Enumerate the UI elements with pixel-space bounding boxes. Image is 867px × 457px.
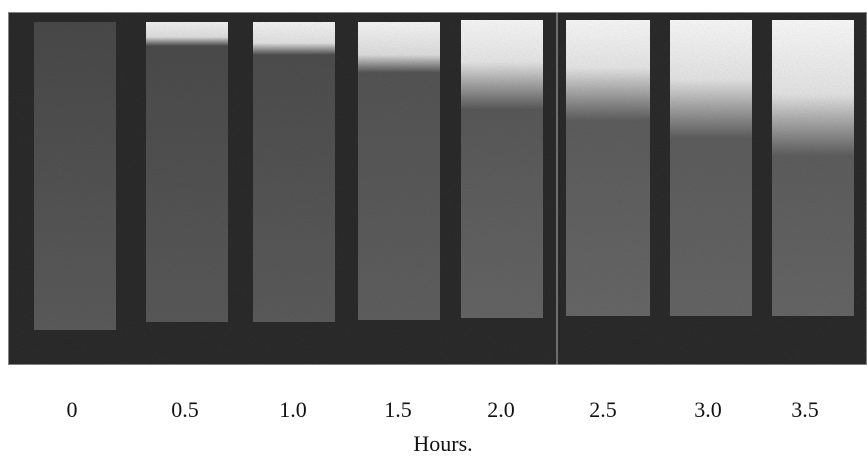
axis-label: Hours. bbox=[413, 431, 472, 456]
tube bbox=[253, 22, 335, 322]
hour-label: 1.5 bbox=[384, 397, 412, 422]
tube bbox=[772, 20, 854, 316]
tube bbox=[566, 20, 650, 316]
hour-label: 3.0 bbox=[694, 397, 722, 422]
hour-label: 2.0 bbox=[487, 397, 515, 422]
hour-labels: 0 0.5 1.0 1.5 2.0 2.5 3.0 3.5 bbox=[67, 397, 819, 422]
hour-label: 1.0 bbox=[279, 397, 307, 422]
hour-label: 2.5 bbox=[589, 397, 617, 422]
hour-label: 0.5 bbox=[171, 397, 199, 422]
hour-label: 3.5 bbox=[791, 397, 819, 422]
photograph bbox=[7, 11, 867, 366]
tube bbox=[146, 22, 228, 322]
tube bbox=[34, 22, 116, 330]
hour-label: 0 bbox=[67, 397, 78, 422]
tube bbox=[670, 20, 752, 316]
tube bbox=[461, 20, 543, 318]
tube bbox=[358, 22, 440, 320]
